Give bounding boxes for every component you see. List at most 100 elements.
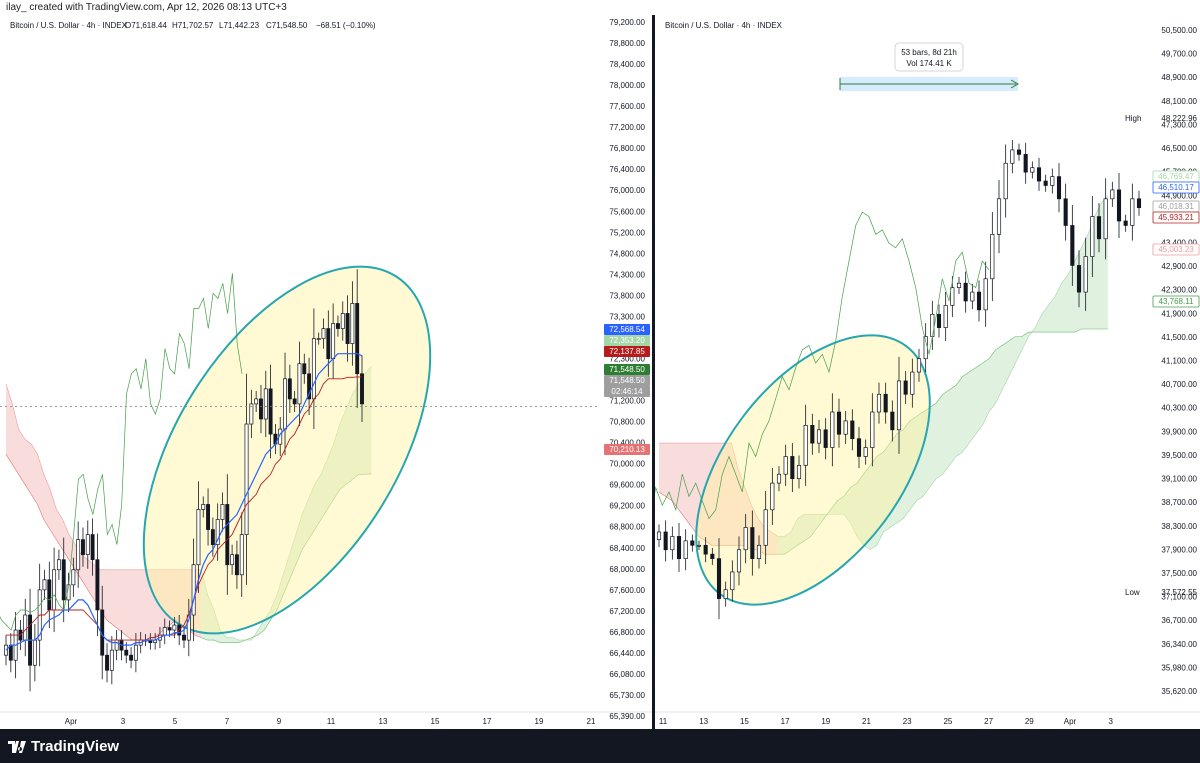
candle[interactable] bbox=[703, 537, 708, 563]
candle[interactable] bbox=[335, 315, 340, 337]
candle[interactable] bbox=[983, 261, 988, 327]
time-axis[interactable]: Apr 3 5 7 9 11 13 15 17 19 21 bbox=[0, 711, 652, 726]
candle[interactable] bbox=[1110, 181, 1115, 207]
panel-divider[interactable] bbox=[652, 15, 655, 729]
time-axis[interactable]: 11 13 15 17 19 21 23 25 27 29 Apr 3 bbox=[655, 711, 1200, 726]
candle[interactable] bbox=[1043, 174, 1048, 192]
candle[interactable] bbox=[167, 620, 172, 638]
candle[interactable] bbox=[1070, 204, 1075, 286]
candle[interactable] bbox=[316, 332, 321, 345]
candle[interactable] bbox=[95, 533, 100, 637]
candle[interactable] bbox=[1016, 143, 1022, 161]
candle[interactable] bbox=[254, 390, 259, 412]
candle[interactable] bbox=[856, 427, 862, 469]
candle[interactable] bbox=[1076, 250, 1082, 308]
candle[interactable] bbox=[716, 538, 722, 620]
candle[interactable] bbox=[85, 520, 90, 569]
candle[interactable] bbox=[345, 295, 350, 362]
candle[interactable] bbox=[268, 364, 273, 459]
candle[interactable] bbox=[355, 269, 360, 408]
candle[interactable] bbox=[1050, 168, 1055, 194]
candle[interactable] bbox=[910, 358, 915, 408]
candle[interactable] bbox=[750, 510, 755, 576]
measure-tool[interactable]: 53 bars, 8d 21h Vol 174.41 K bbox=[839, 42, 1020, 91]
candle[interactable] bbox=[890, 400, 895, 442]
price-axis[interactable]: 79,200.00 78,800.00 78,400.00 78,000.00 77,6… bbox=[609, 18, 645, 721]
candle[interactable] bbox=[803, 404, 808, 486]
candle[interactable] bbox=[42, 569, 47, 600]
candle[interactable] bbox=[916, 348, 922, 382]
candle[interactable] bbox=[923, 323, 928, 373]
candle[interactable] bbox=[81, 527, 85, 567]
candle[interactable] bbox=[340, 301, 345, 341]
candle[interactable] bbox=[870, 393, 875, 467]
candle[interactable] bbox=[196, 481, 201, 593]
candle[interactable] bbox=[56, 549, 61, 580]
candle[interactable] bbox=[823, 418, 828, 460]
candle[interactable] bbox=[963, 271, 968, 313]
right-chart[interactable]: 50,500.00 49,700.00 48,900.00 48,100.00 47,3… bbox=[655, 15, 1200, 729]
candle[interactable] bbox=[234, 540, 239, 589]
candle[interactable] bbox=[239, 512, 244, 597]
candle[interactable] bbox=[836, 398, 842, 448]
candle[interactable] bbox=[696, 540, 702, 550]
candle[interactable] bbox=[976, 280, 982, 322]
candle[interactable] bbox=[244, 373, 249, 585]
candle[interactable] bbox=[129, 647, 134, 669]
candle[interactable] bbox=[956, 276, 962, 294]
candle[interactable] bbox=[876, 382, 882, 424]
candle[interactable] bbox=[996, 180, 1002, 254]
candle[interactable] bbox=[730, 560, 735, 602]
candle[interactable] bbox=[676, 522, 682, 573]
candle[interactable] bbox=[71, 557, 76, 597]
candle[interactable] bbox=[1123, 214, 1128, 232]
tradingview-brand[interactable]: TradingView bbox=[8, 738, 119, 755]
candle[interactable] bbox=[896, 356, 902, 454]
candle[interactable] bbox=[206, 488, 211, 546]
candle[interactable] bbox=[90, 518, 95, 576]
candle[interactable] bbox=[76, 521, 81, 588]
candle[interactable] bbox=[850, 409, 855, 451]
candle[interactable] bbox=[943, 292, 948, 342]
candle[interactable] bbox=[796, 455, 802, 489]
candle[interactable] bbox=[297, 341, 302, 427]
candle[interactable] bbox=[670, 526, 675, 560]
candle[interactable] bbox=[1036, 157, 1042, 191]
left-chart[interactable]: 79,200.00 78,800.00 78,400.00 78,000.00 77,6… bbox=[0, 15, 652, 729]
candle[interactable] bbox=[133, 633, 138, 673]
candle[interactable] bbox=[863, 439, 868, 465]
candle[interactable] bbox=[1056, 163, 1062, 213]
candle[interactable] bbox=[663, 520, 668, 562]
candle[interactable] bbox=[810, 413, 815, 455]
candle[interactable] bbox=[736, 536, 742, 586]
candle[interactable] bbox=[1116, 172, 1122, 238]
candle[interactable] bbox=[936, 304, 942, 338]
candle[interactable] bbox=[225, 474, 230, 595]
candle[interactable] bbox=[710, 547, 715, 565]
candle[interactable] bbox=[215, 503, 220, 561]
candle[interactable] bbox=[263, 370, 268, 438]
candle[interactable] bbox=[903, 371, 908, 405]
candle[interactable] bbox=[114, 630, 119, 661]
candle[interactable] bbox=[105, 643, 109, 683]
candle[interactable] bbox=[990, 212, 995, 302]
candle[interactable] bbox=[723, 581, 728, 607]
candle[interactable] bbox=[360, 355, 364, 423]
candle[interactable] bbox=[883, 382, 888, 424]
candle[interactable] bbox=[770, 467, 775, 525]
candle[interactable] bbox=[220, 492, 225, 532]
candle[interactable] bbox=[307, 357, 312, 415]
candle[interactable] bbox=[763, 491, 768, 565]
candle[interactable] bbox=[1130, 183, 1135, 241]
candle[interactable] bbox=[1063, 183, 1068, 241]
candle[interactable] bbox=[249, 389, 254, 439]
candle[interactable] bbox=[843, 411, 848, 445]
candle[interactable] bbox=[743, 514, 748, 564]
candle[interactable] bbox=[1023, 142, 1028, 184]
candle[interactable] bbox=[302, 353, 307, 384]
candle[interactable] bbox=[656, 524, 662, 548]
candle[interactable] bbox=[816, 419, 822, 453]
candle[interactable] bbox=[756, 535, 762, 569]
candle[interactable] bbox=[8, 633, 13, 673]
candle[interactable] bbox=[109, 636, 114, 685]
